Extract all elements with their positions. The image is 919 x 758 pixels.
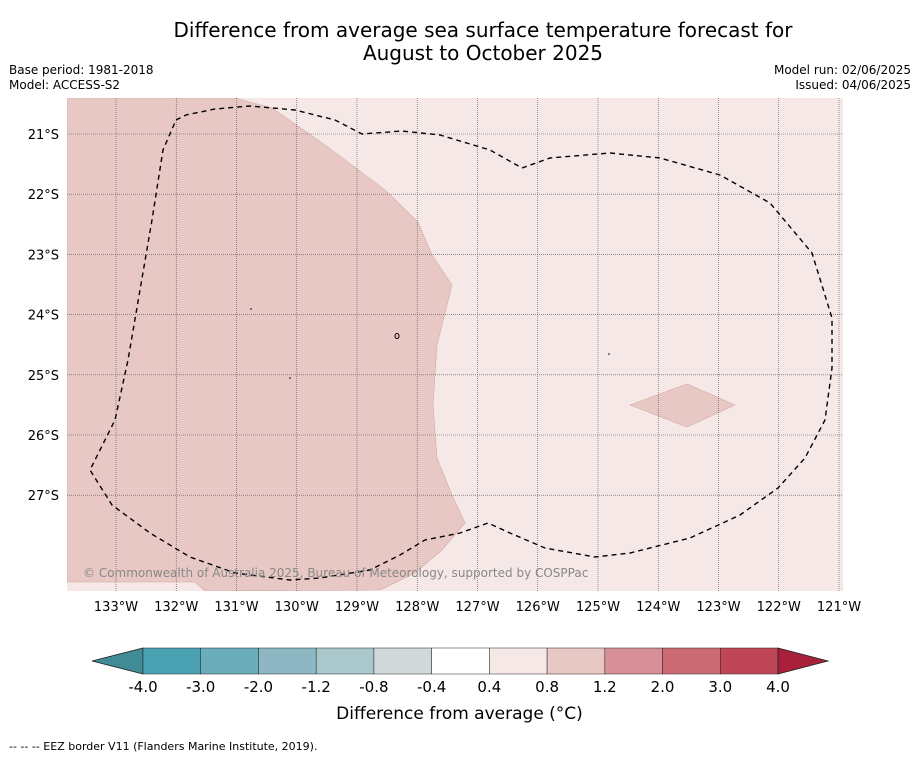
colorbar-segment [546, 647, 606, 675]
island-marker [289, 377, 291, 379]
longitude-label: 124°W [636, 600, 680, 615]
colorbar-tick-label: -0.8 [359, 678, 388, 696]
longitude-label: 122°W [757, 600, 801, 615]
latitude-label: 27°S [28, 489, 59, 504]
latitude-label: 25°S [28, 369, 59, 384]
longitude-label: 128°W [395, 600, 439, 615]
anomaly-patch-east [629, 383, 736, 428]
colorbar-tick-label: 1.2 [593, 678, 617, 696]
longitude-label: 133°W [94, 600, 138, 615]
colorbar-title: Difference from average (°C) [336, 704, 583, 724]
title-line-2: August to October 2025 [362, 41, 604, 65]
colorbar-segment [720, 647, 779, 675]
colorbar-tick-label: -2.0 [244, 678, 273, 696]
colorbar-segment [373, 647, 432, 675]
latitude-label: 24°S [28, 309, 59, 324]
longitude-label: 127°W [455, 600, 499, 615]
island-marker [608, 353, 610, 355]
latitude-label: 23°S [28, 248, 59, 263]
eez-border [89, 105, 833, 581]
map-area [67, 98, 843, 591]
meta-left: Base period: 1981-2018 Model: ACCESS-S2 [9, 63, 154, 93]
issued-date: Issued: 04/06/2025 [795, 78, 911, 92]
copyright-watermark: © Commonwealth of Australia 2025, Bureau… [83, 566, 588, 580]
colorbar-tick-label: 4.0 [766, 678, 790, 696]
island-marker [394, 333, 400, 339]
model-run: Model run: 02/06/2025 [773, 63, 911, 77]
colorbar-tick-label: 0.8 [535, 678, 559, 696]
longitude-label: 126°W [516, 600, 560, 615]
colorbar-segment [431, 647, 490, 675]
longitude-label: 123°W [696, 600, 740, 615]
colorbar-segment [489, 647, 548, 675]
colorbar-segment [662, 647, 721, 675]
longitude-labels: 133°W 132°W 131°W 130°W 129°W 128°W 127°W 126°W… [94, 600, 861, 615]
colorbar: -4.0 -3.0 -2.0 -1.2 -0.8 -0.4 0.4 0.8 1.2 2.0 3.0 4… [91, 647, 830, 696]
colorbar-tick-label: 0.4 [477, 678, 501, 696]
anomaly-region-0-8-to-1-2 [67, 98, 466, 591]
colorbar-tick-label: 2.0 [651, 678, 675, 696]
island-markers [250, 308, 610, 379]
colorbar-segment [200, 647, 259, 675]
map-title: Difference from average sea surface temp… [0, 19, 919, 65]
longitude-label: 132°W [154, 600, 198, 615]
model-name: Model: ACCESS-S2 [9, 78, 121, 92]
latitude-label: 26°S [28, 429, 59, 444]
colorbar-extension-high [777, 647, 830, 675]
latitude-label: 21°S [28, 128, 59, 143]
base-period: Base period: 1981-2018 [9, 63, 154, 77]
colorbar-tick-label: -0.4 [417, 678, 446, 696]
longitude-label: 129°W [335, 600, 379, 615]
latitude-labels: 21°S 22°S 23°S 24°S 25°S 26°S 27°S [28, 128, 59, 504]
colorbar-tick-label: 3.0 [708, 678, 732, 696]
latitude-label: 22°S [28, 188, 59, 203]
colorbar-segment [315, 647, 375, 675]
title-line-1: Difference from average sea surface temp… [173, 18, 793, 42]
longitude-label: 125°W [576, 600, 620, 615]
colorbar-tick-label: -3.0 [186, 678, 215, 696]
longitude-label: 130°W [275, 600, 319, 615]
colorbar-segment [604, 647, 663, 675]
longitude-label: 121°W [817, 600, 861, 615]
graticule [67, 98, 843, 591]
colorbar-segment [258, 647, 317, 675]
colorbar-segment [142, 647, 201, 675]
meta-right: Model run: 02/06/2025 Issued: 04/06/2025 [774, 63, 911, 93]
footer-note: -- -- -- EEZ border V11 (Flanders Marine… [9, 740, 318, 753]
longitude-label: 131°W [214, 600, 258, 615]
colorbar-extension-low [91, 647, 144, 675]
colorbar-tick-label: -4.0 [128, 678, 157, 696]
island-marker [250, 308, 252, 310]
colorbar-tick-label: -1.2 [302, 678, 331, 696]
